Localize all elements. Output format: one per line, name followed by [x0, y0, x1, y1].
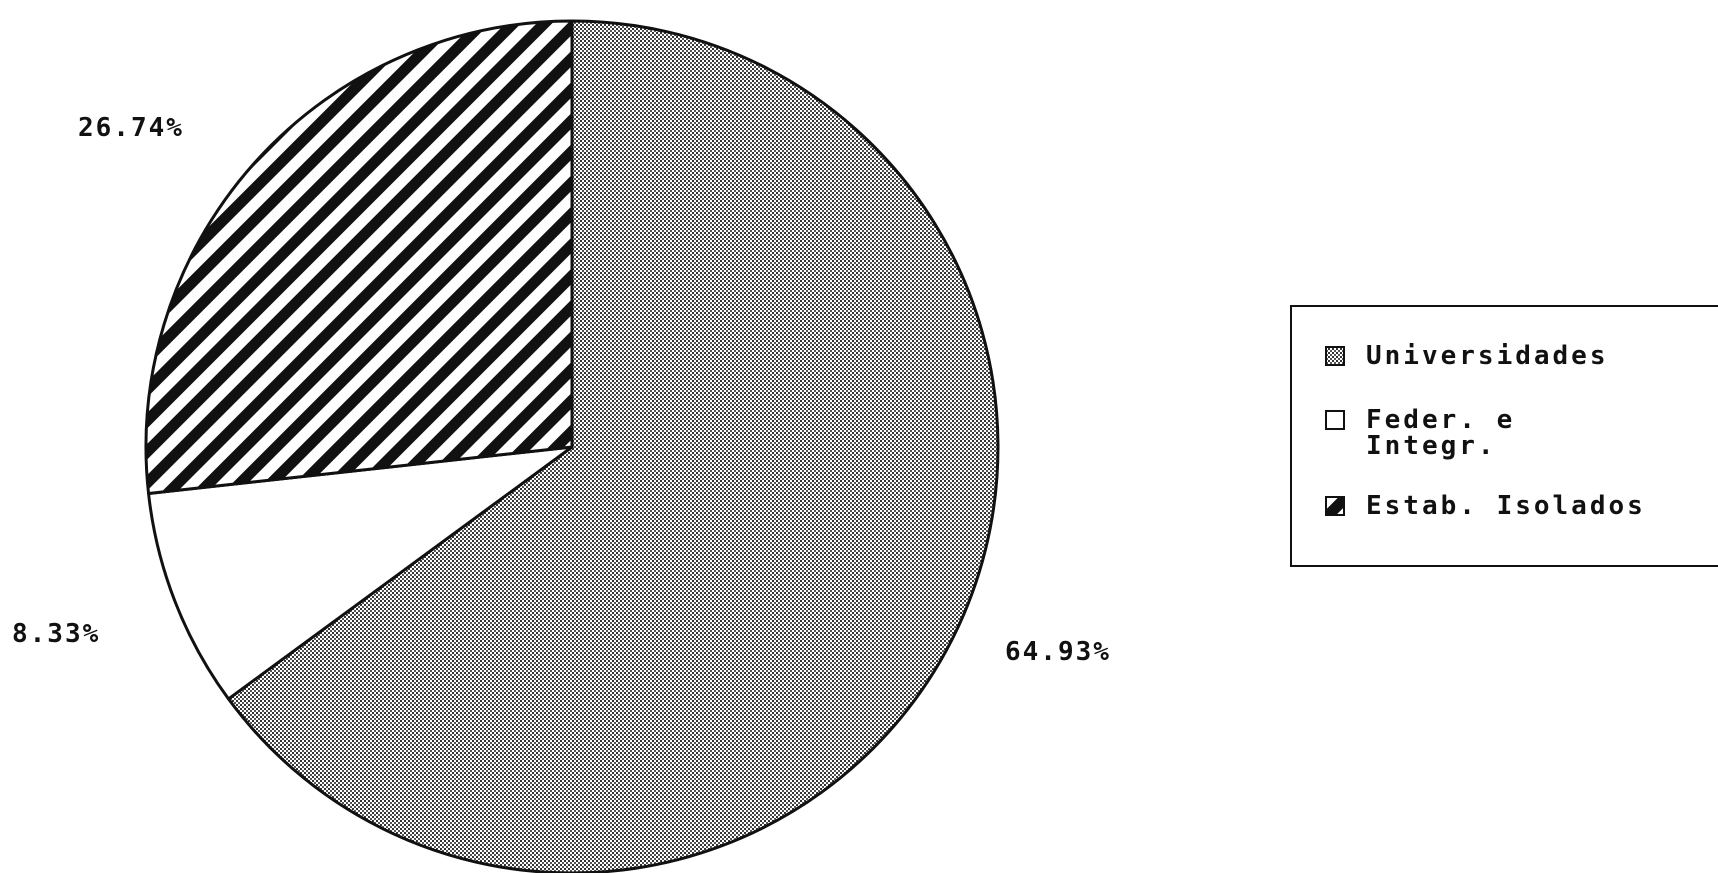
legend-item-estab-isolados: Estab. Isolados — [1366, 491, 1646, 521]
slice-label-universidades: 64.93% — [1005, 637, 1111, 667]
legend-item-feder-integr-line-2: Integr. — [1366, 431, 1497, 461]
legend-swatch-estab-isolados — [1325, 496, 1345, 516]
pie-slice-feder-e-integr — [147, 445, 574, 701]
pie-slice-universidades — [226, 19, 1000, 873]
pie-slices — [144, 19, 1000, 873]
slice-label-estab-isolados: 26.74% — [78, 113, 184, 143]
slice-label-feder-integr: 8.33% — [12, 619, 100, 649]
legend-swatch-universidades — [1325, 346, 1345, 366]
legend-item-feder-integr-line-1: Feder. e — [1366, 405, 1515, 435]
legend-item-universidades: Universidades — [1366, 341, 1609, 371]
legend-box — [1290, 305, 1718, 567]
pie-slice-estab-isolados — [144, 19, 574, 495]
legend: Universidades Feder. e Integr. Estab. Is… — [1290, 305, 1718, 567]
legend-swatch-feder-integr — [1325, 410, 1345, 430]
